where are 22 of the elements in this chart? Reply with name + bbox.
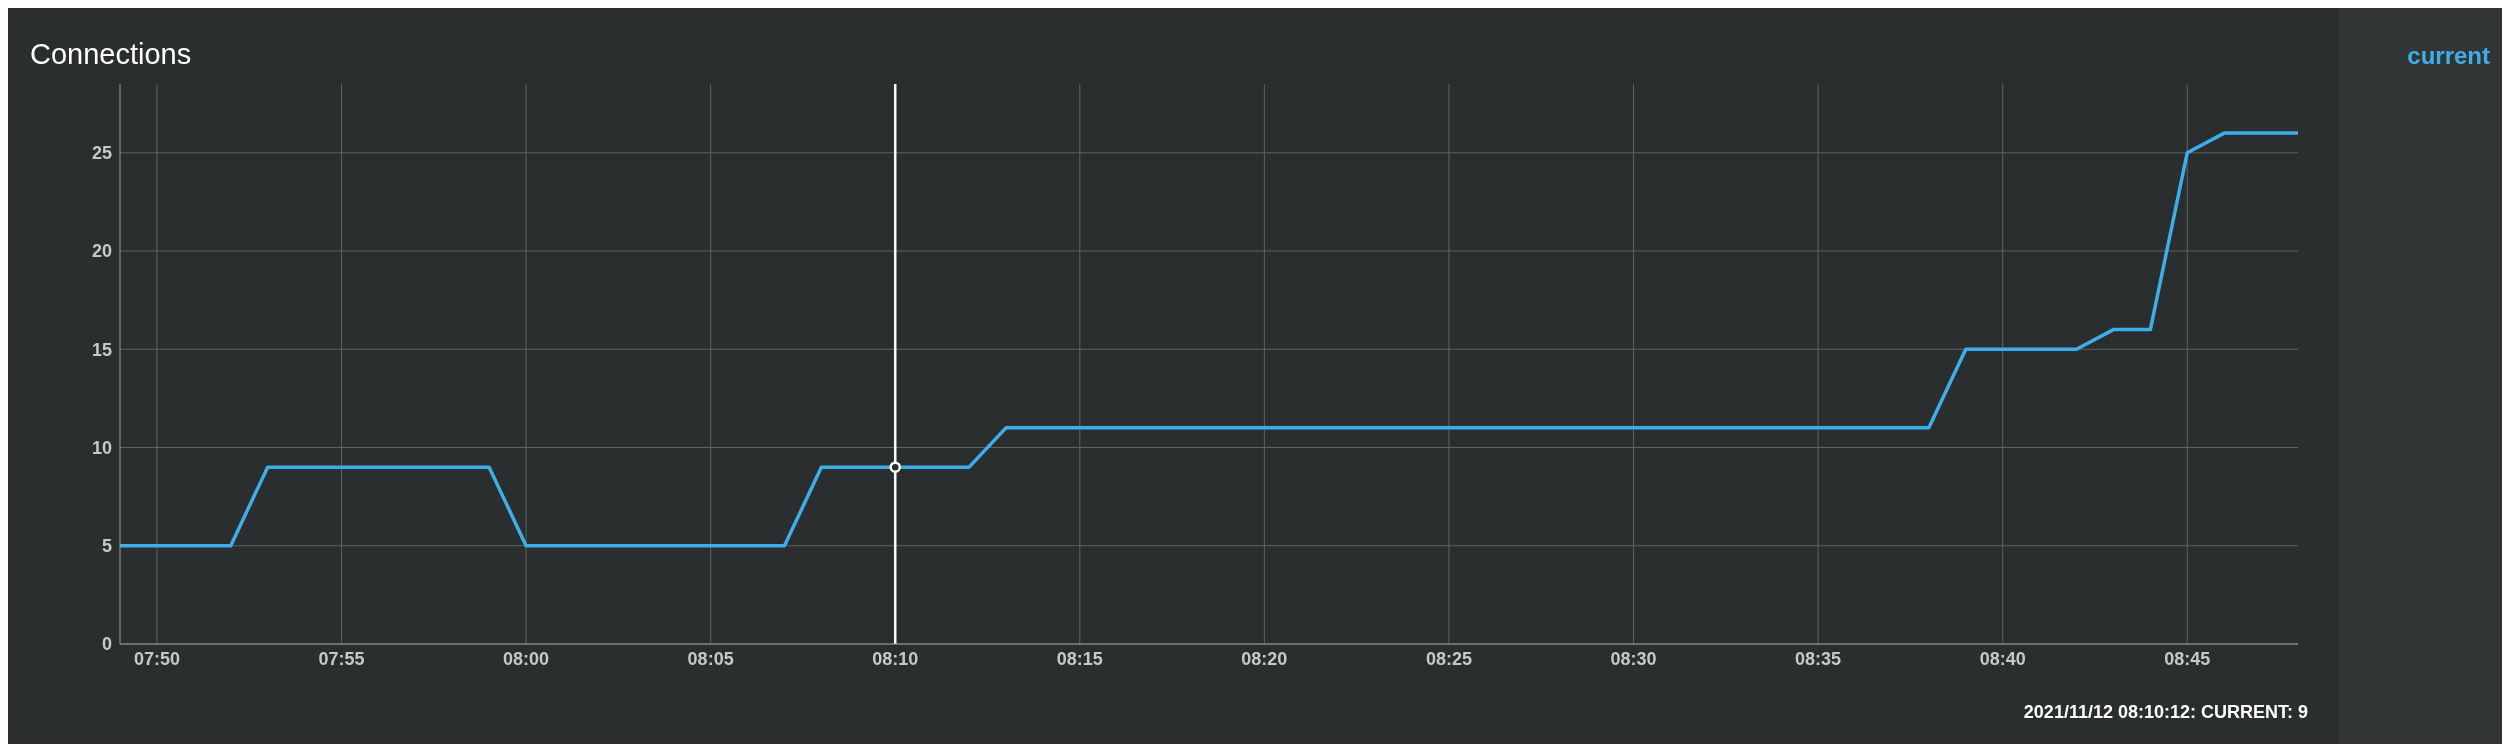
x-tick-label: 08:45 [2164,648,2211,669]
x-tick-label: 07:55 [318,648,365,669]
x-tick-label: 08:25 [1425,648,1472,669]
x-tick-label: 08:10 [872,648,919,669]
y-tick-label: 20 [91,241,112,262]
chart-title: Connections [30,38,192,71]
y-tick-label: 5 [101,536,112,557]
x-tick-label: 08:35 [1795,648,1842,669]
line-series [120,131,2298,548]
y-tick-label: 25 [91,143,112,164]
text: current [2407,42,2490,70]
x-tick-label: 08:00 [503,648,550,669]
text: 2021/11/12 08:10:12: CURRENT: 9 [2023,702,2308,723]
y-tick-label: 15 [91,339,112,360]
x-tick-label: 08:15 [1056,648,1103,669]
y-tick-label: 10 [91,437,112,458]
x-tick-label: 08:05 [687,648,734,669]
x-tick-label: 08:30 [1610,648,1657,669]
x-tick-label: 08:40 [1979,648,2026,669]
x-tick-label: 08:20 [1241,648,1288,669]
x-tick-label: 07:50 [133,648,180,669]
y-tick-label: 0 [101,634,112,655]
